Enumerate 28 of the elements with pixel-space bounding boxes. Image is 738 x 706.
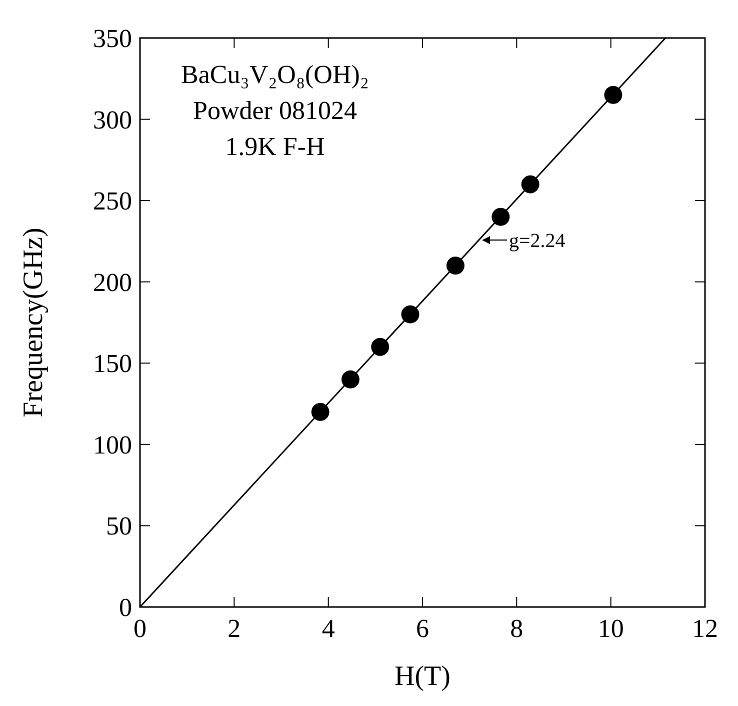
x-tick-label: 2	[228, 614, 241, 643]
point	[604, 86, 622, 104]
y-tick-label: 250	[93, 186, 132, 216]
point	[371, 338, 390, 356]
x-tick-label: 4	[322, 614, 335, 643]
y-axis-title: Frequency(GHz)	[18, 228, 49, 418]
point	[401, 305, 420, 324]
x-axis-title: H(T)	[394, 661, 450, 692]
y-tick-label: 350	[93, 24, 132, 53]
y-tick-label: 150	[93, 349, 132, 378]
y-tick-label: 0	[119, 593, 132, 622]
annotation: 1.9K F-H	[225, 132, 326, 161]
y-tick-label: 50	[106, 512, 132, 541]
x-tick-label: 12	[692, 614, 718, 643]
y-tick-label: 100	[93, 430, 132, 460]
point	[341, 370, 360, 388]
x-tick-label: 10	[598, 614, 624, 643]
x-tick-label: 8	[510, 614, 524, 643]
point	[446, 256, 464, 275]
point	[492, 208, 510, 226]
y-tick-label: 200	[93, 268, 132, 297]
point	[521, 175, 540, 194]
point	[311, 402, 330, 421]
annotation: Powder 081024	[193, 96, 357, 125]
annotation: BaCu₃V₂O₈(OH)₂	[181, 60, 369, 89]
annotation: g=2.24	[509, 230, 566, 252]
y-tick-label: 300	[93, 105, 132, 134]
x-tick-label: 6	[416, 614, 429, 643]
